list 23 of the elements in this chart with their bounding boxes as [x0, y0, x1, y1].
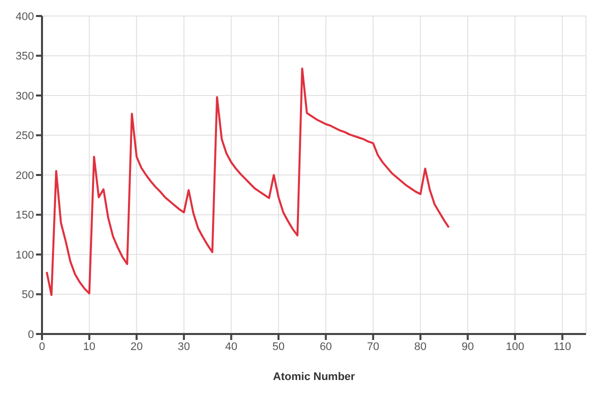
x-tick-label: 100	[506, 340, 524, 353]
line-series	[46, 67, 450, 296]
x-tick-label: 70	[367, 340, 380, 353]
y-tick-label: 50	[22, 289, 34, 302]
x-tick-label: 110	[554, 340, 572, 353]
x-tick-label: 60	[320, 340, 332, 353]
y-tick-label: 200	[16, 170, 34, 182]
x-tick-label: 10	[83, 340, 96, 353]
y-tick-label: 350	[16, 50, 34, 63]
x-tick-label: 20	[130, 340, 143, 353]
y-tick-label: 150	[16, 210, 34, 222]
y-tick-label: 250	[16, 130, 34, 142]
x-tick-label: 90	[462, 340, 474, 353]
y-tick-label: 100	[16, 249, 34, 262]
x-tick-label: 40	[225, 340, 238, 353]
x-tick-label: 80	[414, 340, 427, 353]
y-tick-label: 300	[16, 90, 34, 102]
x-tick-label: 0	[38, 340, 46, 353]
x-tick-label: 50	[272, 340, 285, 353]
y-tick-label: 400	[16, 10, 34, 23]
y-tick-label: 0	[28, 328, 34, 341]
x-axis-title: Atomic Number	[273, 371, 356, 383]
x-tick-label: 30	[178, 340, 190, 353]
